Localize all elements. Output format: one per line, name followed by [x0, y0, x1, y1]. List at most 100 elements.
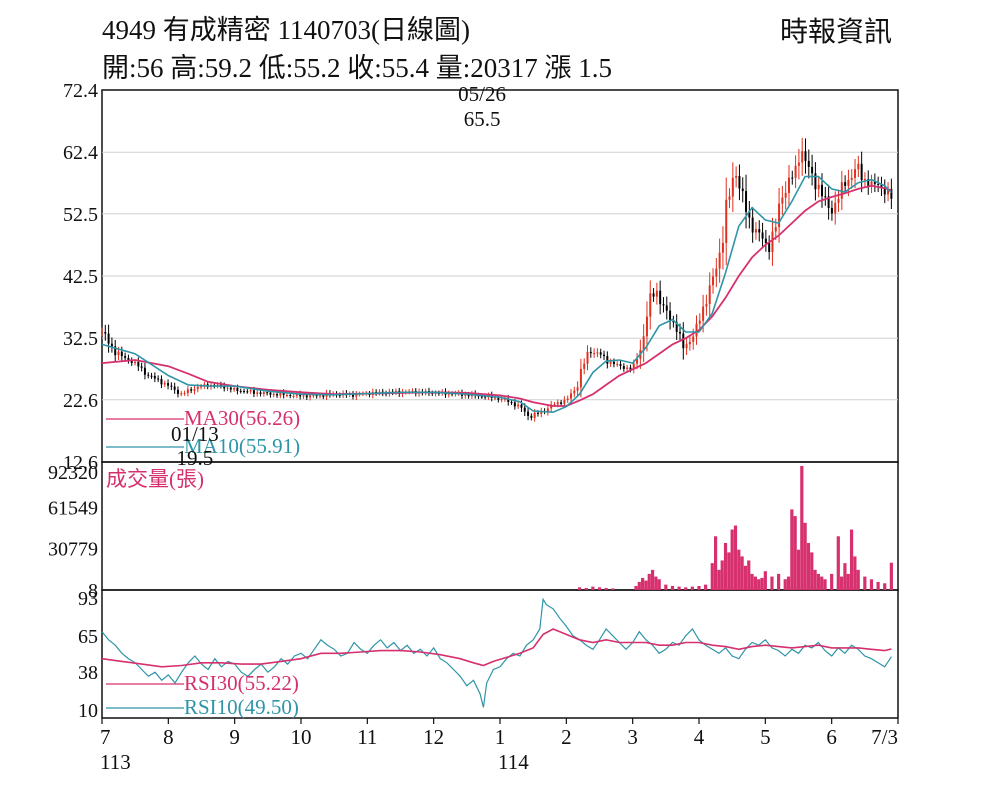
candle-body [794, 165, 797, 178]
candle-body [530, 415, 533, 418]
candle-body [579, 368, 582, 388]
candle-body [850, 177, 853, 180]
candle-body [124, 356, 127, 358]
candle-body [130, 360, 133, 364]
candle-body [282, 392, 285, 396]
candle-body [593, 353, 596, 355]
candle-body [553, 404, 556, 406]
candle-body [484, 396, 487, 398]
rsi-legend-rsi30: RSI30(55.22) [184, 671, 299, 695]
month-label: 10 [291, 725, 312, 749]
candle-body [738, 175, 741, 189]
volume-bar [889, 562, 893, 590]
candle-body [292, 395, 295, 397]
month-label: 7 [100, 725, 111, 749]
candle-body [778, 203, 781, 228]
candle-body [807, 160, 810, 167]
candle-body [167, 383, 170, 386]
volume-bar [849, 529, 854, 590]
candle-body [771, 231, 774, 253]
candle-body [629, 367, 632, 370]
candle-body [507, 398, 510, 402]
price-tick-label: 12.6 [63, 452, 98, 474]
candle-body [586, 351, 589, 364]
candle-body [163, 383, 166, 385]
volume-bar [597, 587, 602, 590]
month-label: 1 [495, 725, 506, 749]
candle-body [127, 357, 130, 361]
candle-body [114, 346, 117, 356]
volume-bar [730, 529, 734, 590]
candle-body [276, 394, 279, 396]
volume-bar [786, 576, 791, 590]
volume-bar [604, 587, 608, 590]
volume-bar [677, 586, 681, 590]
volume-tick-label: 92320 [48, 462, 98, 484]
rsi-legend-rsi10: RSI10(49.50) [184, 695, 299, 719]
candle-body [299, 393, 302, 397]
candle-body [678, 332, 681, 334]
candle-body [117, 351, 120, 356]
ma10-line [101, 175, 892, 414]
high-date-annotation: 05/26 [458, 82, 506, 106]
ma30-line [101, 184, 892, 407]
volume-bar [813, 569, 817, 590]
volume-bar [796, 549, 801, 590]
candle-body [517, 404, 520, 407]
candle-body [751, 217, 754, 233]
source-label: 時報資訊 [780, 17, 893, 48]
candle-body [355, 394, 358, 397]
candle-body [411, 390, 414, 392]
candle-body [160, 378, 163, 385]
candle-body [176, 389, 179, 394]
candle-body [715, 268, 718, 277]
candle-body [837, 198, 840, 203]
candle-body [695, 323, 698, 337]
candle-body [599, 352, 602, 355]
volume-bar [704, 584, 708, 590]
volume-label: 成交量(張) [106, 467, 204, 491]
month-label: 12 [423, 725, 444, 749]
candle-body [758, 229, 761, 233]
candle-body [619, 363, 622, 367]
candle-body [249, 390, 252, 392]
candle-body [834, 202, 837, 214]
volume-bar [750, 573, 754, 590]
candle-body [510, 401, 513, 403]
candle-body [860, 163, 863, 181]
candle-body [536, 412, 539, 414]
candle-body [527, 411, 530, 416]
candle-body [890, 188, 893, 199]
volume-bar [836, 536, 840, 590]
candle-body [295, 393, 298, 396]
price-tick-label: 42.5 [63, 266, 98, 288]
candle-body [523, 407, 526, 412]
candle-body [256, 392, 259, 394]
candle-body [698, 320, 701, 324]
candle-body [797, 162, 800, 166]
candle-body [814, 173, 817, 190]
volume-bar [743, 565, 748, 590]
candle-body [761, 232, 764, 239]
candle-body [609, 361, 612, 364]
candle-body [104, 331, 107, 334]
candle-body [804, 151, 807, 161]
candle-body [120, 351, 123, 357]
candle-body [754, 229, 757, 233]
candle-body [556, 402, 559, 405]
month-label: 2 [561, 725, 572, 749]
volume-bar [800, 466, 804, 590]
low-value-annotation: 19.5 [176, 446, 213, 470]
candle-body [675, 322, 678, 333]
candle-body [854, 169, 857, 178]
candle-body [721, 242, 724, 253]
month-label: 3 [627, 725, 638, 749]
candle-body [606, 356, 609, 364]
candle-body [870, 181, 873, 187]
candle-body [513, 402, 516, 407]
rsi10-line [101, 597, 892, 708]
volume-bar [578, 587, 582, 590]
candle-body [147, 374, 150, 376]
candle-body [662, 304, 665, 306]
candle-body [685, 344, 688, 349]
